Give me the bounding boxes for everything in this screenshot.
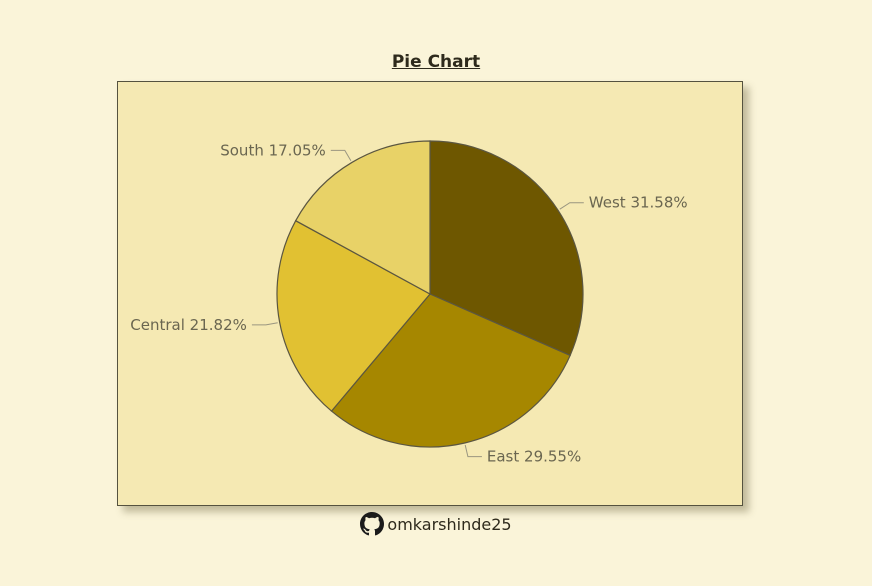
label-leader-lines — [251, 149, 584, 458]
pie-slice-south[interactable] — [294, 140, 431, 296]
github-handle[interactable]: omkarshinde25 — [387, 514, 512, 534]
slice-label-south: South 17.05% — [220, 141, 326, 159]
footer: omkarshinde25 — [0, 512, 872, 536]
pie-chart: West 31.58% East 29.55% Central 21.82% Sout… — [130, 140, 688, 466]
chart-panel: West 31.58% East 29.55% Central 21.82% Sout… — [117, 81, 743, 506]
pie-slice-central[interactable] — [276, 219, 431, 412]
slice-labels: West 31.58% East 29.55% Central 21.82% Sout… — [130, 141, 687, 465]
leader-line-east — [464, 444, 482, 458]
chart-title: Pie Chart — [391, 52, 481, 72]
leader-line-south — [330, 149, 352, 161]
slice-label-east: East 29.55% — [487, 448, 581, 466]
slice-label-west: West 31.58% — [589, 194, 688, 212]
github-icon[interactable] — [360, 512, 385, 536]
slice-label-central: Central 21.82% — [130, 316, 247, 334]
pie-slice-west[interactable] — [429, 140, 584, 357]
leader-line-west — [559, 202, 584, 210]
pie-slices — [276, 140, 584, 448]
pie-slice-east[interactable] — [330, 293, 571, 448]
leader-line-central — [251, 322, 278, 326]
